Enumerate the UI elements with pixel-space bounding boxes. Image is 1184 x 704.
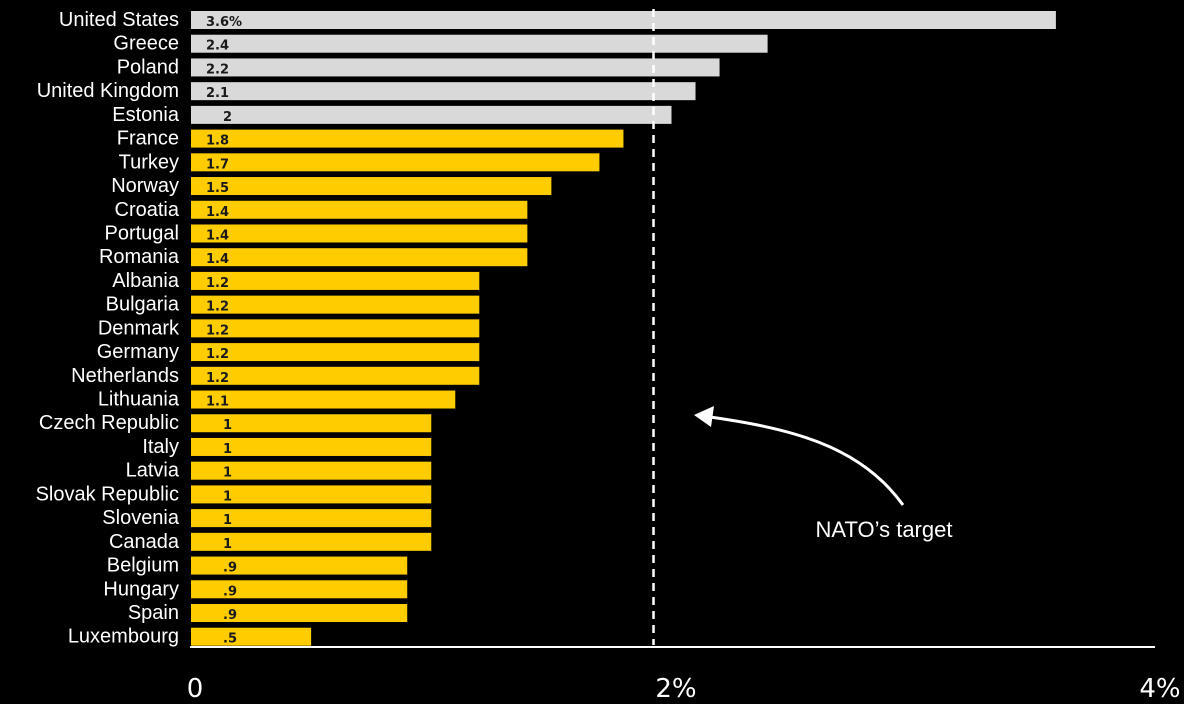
value-label: .9 [223, 561, 237, 576]
bar-united-states [191, 11, 1056, 29]
value-label: 1.1 [206, 395, 229, 410]
bar-czech-republic [191, 414, 432, 433]
category-label: Bulgaria [106, 294, 180, 316]
bar-romania [191, 248, 528, 267]
bar-albania [191, 271, 480, 290]
value-label: .9 [223, 584, 237, 599]
bar-italy [191, 437, 432, 456]
category-label: Spain [128, 602, 179, 624]
bar-greece [191, 34, 768, 53]
x-tick-label: 0 [187, 674, 204, 704]
category-label: Croatia [115, 199, 180, 221]
category-label: France [117, 128, 179, 150]
value-label: .5 [223, 632, 237, 647]
value-label: 1 [223, 418, 232, 433]
value-label: 2 [223, 110, 232, 125]
category-label: Albania [112, 270, 180, 292]
category-label: United Kingdom [37, 80, 179, 102]
category-label: Luxembourg [68, 626, 179, 648]
bar-norway [191, 177, 552, 196]
bar-canada [191, 532, 432, 551]
bar-netherlands [191, 366, 480, 385]
value-label: 1.2 [206, 371, 229, 386]
bar-hungary [191, 580, 408, 599]
category-label: Italy [142, 436, 179, 458]
category-label: Czech Republic [39, 412, 179, 434]
category-label: Portugal [105, 222, 180, 244]
x-tick-label: 2% [655, 674, 696, 704]
annotation-arrowhead [694, 406, 714, 427]
annotation-label: NATO’s target [816, 517, 953, 542]
value-label: 1.4 [206, 205, 229, 220]
value-label: 1.5 [206, 181, 229, 196]
bar-poland [191, 58, 720, 77]
bar-croatia [191, 200, 528, 219]
value-label: 1 [223, 442, 232, 457]
value-label: 1.2 [206, 276, 229, 291]
bar-germany [191, 343, 480, 362]
category-label: Lithuania [98, 389, 180, 411]
bar-portugal [191, 224, 528, 243]
value-label: 1.8 [206, 134, 229, 149]
value-label: 1 [223, 466, 232, 481]
value-label: 1.4 [206, 252, 229, 267]
value-label: 1.2 [206, 347, 229, 362]
category-label: Germany [97, 341, 179, 363]
category-label: Norway [111, 175, 179, 197]
value-label: 1 [223, 489, 232, 504]
category-label: Denmark [98, 317, 180, 339]
bar-denmark [191, 319, 480, 338]
bar-latvia [191, 461, 432, 480]
category-label: Netherlands [71, 365, 179, 387]
x-tick-labels-group: 0 2% 4% [187, 674, 1181, 704]
category-label: Estonia [112, 104, 180, 126]
value-label: 2.4 [206, 39, 229, 54]
category-label: Turkey [119, 151, 179, 173]
category-label: Belgium [107, 555, 179, 577]
bar-luxembourg [191, 627, 312, 646]
bar-spain [191, 604, 408, 622]
x-tick-label: 4% [1139, 674, 1180, 704]
value-label: 1.7 [206, 157, 229, 172]
bar-slovak-republic [191, 485, 432, 504]
category-label: Slovenia [102, 507, 180, 529]
category-label: United States [59, 9, 179, 31]
bar-lithuania [191, 390, 456, 409]
bar-estonia [191, 105, 672, 124]
category-label: Romania [99, 246, 180, 268]
bar-turkey [191, 153, 600, 172]
value-label: 1.2 [206, 323, 229, 338]
category-label: Latvia [126, 460, 180, 482]
value-label: 1.4 [206, 228, 229, 243]
value-label: .9 [223, 608, 237, 623]
bars-group: 3.6%2.42.22.121.81.71.51.41.41.41.21.21.… [191, 11, 1056, 647]
value-label: 1 [223, 537, 232, 552]
bar-france [191, 129, 624, 148]
value-label: 1 [223, 513, 232, 528]
category-label: Slovak Republic [36, 483, 179, 505]
category-label: Hungary [103, 578, 179, 600]
bar-united-kingdom [191, 82, 696, 101]
bar-bulgaria [191, 295, 480, 314]
bar-slovenia [191, 509, 432, 528]
value-label: 1.2 [206, 300, 229, 315]
category-label: Greece [113, 33, 179, 55]
category-label: Poland [117, 56, 179, 78]
category-label: Canada [109, 531, 180, 553]
annotation-arrow [702, 414, 905, 506]
value-label: 2.2 [206, 62, 229, 77]
value-label: 2.1 [206, 86, 229, 101]
value-label: 3.6% [206, 15, 242, 30]
bar-belgium [191, 556, 408, 575]
